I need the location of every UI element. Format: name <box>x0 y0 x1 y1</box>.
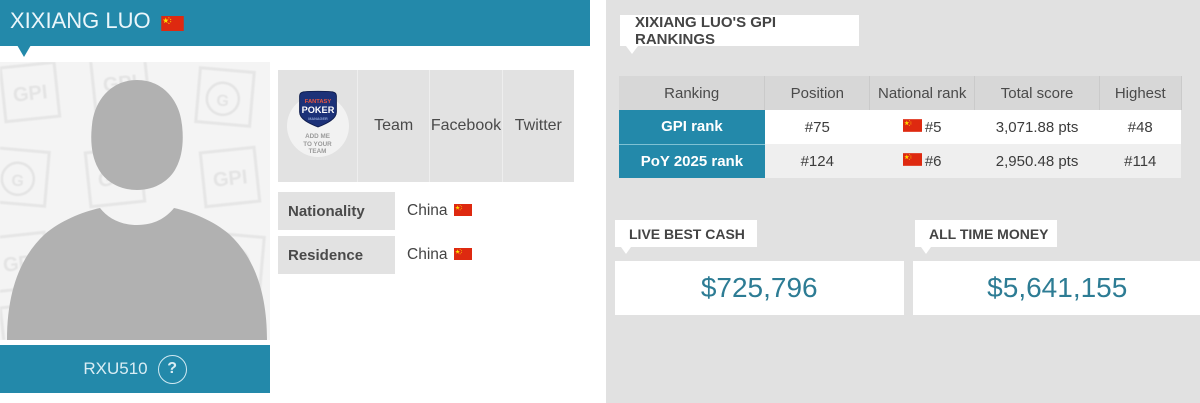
svg-text:MANAGER: MANAGER <box>308 117 328 121</box>
svg-text:FANTASY: FANTASY <box>304 99 331 105</box>
svg-text:POKER: POKER <box>301 105 334 115</box>
